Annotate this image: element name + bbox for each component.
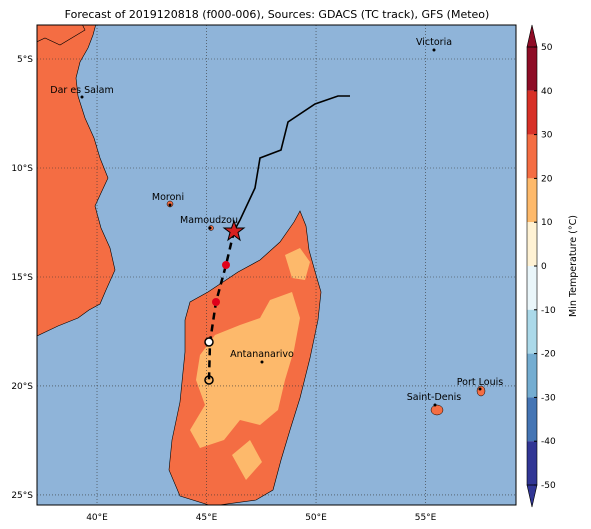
forecast-marker: [212, 298, 220, 306]
current-position: [222, 219, 246, 242]
forecast-marker: [204, 375, 214, 385]
map: Victoria Dar es Salam Moroni Mamoudzou A…: [37, 25, 516, 505]
city-dot: [80, 95, 84, 99]
lon-tick-label: 45°E: [196, 513, 218, 523]
city-dot: [208, 226, 212, 230]
city-label: Moroni: [152, 192, 184, 203]
colorbar-tick-label: 20: [541, 174, 553, 184]
colorbar-tick-label: 10: [541, 218, 553, 228]
colorbar-band: [527, 309, 537, 354]
colorbar-tick-label: 50: [541, 43, 553, 53]
colorbar-label: Min Temperature (°C): [568, 215, 579, 317]
city-dot: [260, 360, 264, 364]
lat-tick-label: 5°S: [17, 55, 33, 65]
island: [430, 404, 444, 416]
lon-tick-label: 50°E: [305, 513, 327, 523]
colorbar-tick-label: 0: [541, 262, 547, 272]
city-label: Port Louis: [457, 377, 503, 388]
forecast-marker: [222, 261, 230, 269]
map-frame: [36, 24, 517, 506]
lat-tick-label: 25°S: [11, 491, 33, 501]
colorbar-extend: [526, 484, 538, 508]
colorbar-band: [527, 134, 537, 179]
colorbar-tick-label: -50: [541, 481, 556, 491]
colorbar-tick-label: 30: [541, 131, 553, 141]
colorbar-band: [527, 47, 537, 91]
lat-tick-label: 10°S: [11, 164, 33, 174]
city-label: Dar es Salam: [50, 85, 113, 96]
city-dot: [433, 403, 437, 407]
city-dot: [168, 203, 172, 207]
title: Forecast of 2019120818 (f000-006), Sourc…: [65, 8, 490, 21]
lon-tick-label: 40°E: [86, 513, 108, 523]
lat-tick-label: 15°S: [11, 273, 33, 283]
colorbar-band: [527, 90, 537, 135]
city-dot: [478, 387, 482, 391]
city-dot: [432, 48, 436, 52]
colorbar-tick-label: -10: [541, 306, 556, 316]
lat-tick-label: 20°S: [11, 382, 33, 392]
lon-tick-label: 55°E: [415, 513, 437, 523]
highlands: [190, 248, 310, 480]
city-label: Antananarivo: [230, 349, 294, 360]
city-label: Mamoudzou: [180, 215, 238, 226]
past-track: [233, 95, 350, 232]
city-label: Victoria: [416, 37, 452, 48]
colorbar-tick-label: -40: [541, 437, 556, 447]
africa-north: [37, 25, 86, 46]
city-label: Saint-Denis: [407, 392, 461, 403]
colorbar-extend: [526, 24, 538, 48]
colorbar-tick-label: -30: [541, 393, 556, 403]
colorbar-tick-label: 40: [541, 87, 553, 97]
colorbar-band: [527, 266, 537, 310]
colorbar-tick-label: -20: [541, 350, 556, 360]
colorbar-band: [527, 441, 537, 485]
colorbar-band: [527, 178, 537, 223]
colorbar-band: [527, 222, 537, 266]
forecast-marker: [204, 337, 214, 347]
africa: [37, 25, 116, 337]
colorbar-band: [527, 353, 537, 398]
colorbar-band: [527, 397, 537, 442]
